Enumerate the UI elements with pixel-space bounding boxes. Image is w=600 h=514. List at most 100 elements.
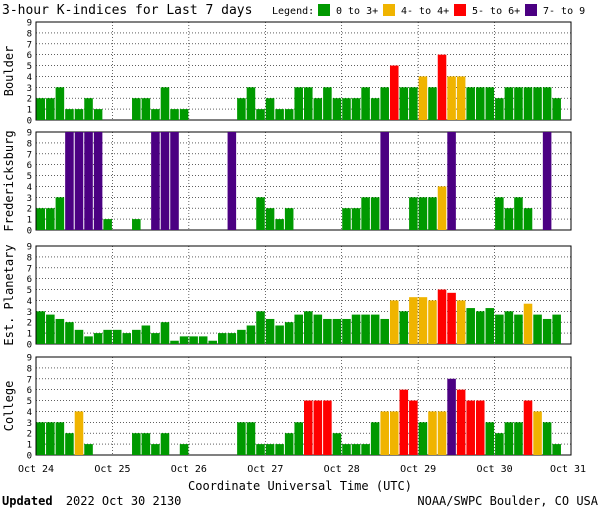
- y-tick-label: 9: [27, 19, 32, 29]
- k-bar: [323, 400, 332, 455]
- k-bar: [218, 333, 227, 344]
- k-bar: [323, 318, 332, 344]
- y-tick-label: 3: [27, 419, 32, 429]
- k-bar: [447, 76, 456, 120]
- k-bar: [361, 314, 370, 344]
- k-bar: [284, 208, 294, 230]
- footer-updated: Updated 2022 Oct 30 2130: [2, 494, 181, 508]
- k-bar: [485, 87, 495, 120]
- k-bar: [466, 400, 475, 455]
- y-tick-label: 5: [27, 286, 32, 296]
- k-bar: [399, 389, 409, 455]
- k-bar: [84, 336, 93, 344]
- k-bar: [304, 311, 313, 344]
- k-bar: [237, 422, 246, 455]
- x-tick-label: Oct 24: [18, 464, 54, 475]
- k-bar: [514, 87, 523, 120]
- k-bar: [523, 87, 533, 120]
- k-bar: [189, 336, 198, 344]
- k-bar: [132, 433, 141, 455]
- k-bar: [323, 87, 332, 120]
- k-bar: [332, 318, 342, 344]
- k-bar: [256, 311, 265, 344]
- k-bar: [370, 197, 380, 230]
- k-bar: [342, 98, 351, 120]
- k-bar: [46, 314, 55, 344]
- legend-item-active: 4- to 4+: [401, 6, 449, 17]
- k-bar: [265, 444, 275, 455]
- k-bar: [275, 219, 284, 230]
- k-bar: [65, 322, 74, 344]
- k-bar: [370, 98, 380, 120]
- k-bar: [495, 197, 504, 230]
- k-bar: [55, 422, 65, 455]
- k-bar: [160, 87, 170, 120]
- k-bar: [313, 314, 323, 344]
- k-bar: [380, 411, 389, 455]
- k-bar: [456, 300, 466, 344]
- k-bar: [55, 197, 65, 230]
- y-tick-label: 9: [27, 243, 32, 253]
- k-bar: [552, 98, 561, 120]
- k-bar: [227, 132, 237, 230]
- k-bar: [256, 197, 265, 230]
- k-bar: [74, 132, 84, 230]
- k-bar: [542, 132, 552, 230]
- k-bar: [361, 87, 370, 120]
- y-tick-label: 5: [27, 62, 32, 72]
- k-bar: [475, 311, 485, 344]
- k-bar: [256, 444, 265, 455]
- y-tick-label: 2: [27, 205, 32, 215]
- k-bar: [437, 54, 447, 120]
- k-bar: [237, 329, 246, 344]
- k-bar: [65, 132, 74, 230]
- k-bar: [495, 314, 504, 344]
- y-tick-label: 1: [27, 330, 32, 340]
- k-bar: [466, 308, 475, 344]
- k-bar: [256, 109, 265, 120]
- k-bar: [36, 98, 46, 120]
- k-bar: [428, 300, 437, 344]
- k-bar: [84, 98, 93, 120]
- k-bar: [332, 433, 342, 455]
- y-tick-label: 6: [27, 51, 32, 61]
- y-tick-label: 6: [27, 275, 32, 285]
- k-bar: [227, 333, 237, 344]
- k-bar: [332, 98, 342, 120]
- k-bar: [351, 208, 361, 230]
- y-tick-label: 0: [27, 227, 32, 237]
- k-bar: [380, 87, 389, 120]
- k-bar: [418, 297, 428, 344]
- k-bar: [36, 311, 46, 344]
- k-bar: [475, 400, 485, 455]
- x-tick-label: Oct 30: [477, 464, 513, 475]
- k-bar: [141, 325, 151, 344]
- k-bar: [160, 132, 170, 230]
- k-bar: [103, 219, 112, 230]
- k-bar: [284, 109, 294, 120]
- k-bar: [523, 303, 533, 344]
- k-bar: [265, 208, 275, 230]
- k-bar: [294, 422, 303, 455]
- y-tick-label: 3: [27, 84, 32, 94]
- legend-swatch-quiet: [318, 4, 330, 16]
- y-tick-label: 6: [27, 386, 32, 396]
- k-bar: [246, 325, 256, 344]
- station-label: Boulder: [2, 46, 16, 97]
- k-bar: [495, 433, 504, 455]
- k-bar: [151, 109, 160, 120]
- k-bar: [284, 322, 294, 344]
- legend-item-quiet: 0 to 3+: [336, 6, 378, 17]
- x-tick-label: Oct 25: [94, 464, 130, 475]
- k-bar: [93, 333, 103, 344]
- k-bar: [466, 87, 475, 120]
- k-bar: [456, 389, 466, 455]
- x-axis-label: Coordinate Universal Time (UTC): [188, 479, 412, 493]
- k-bar: [170, 109, 179, 120]
- k-bar: [485, 422, 495, 455]
- k-bar: [46, 98, 55, 120]
- k-bar: [179, 109, 189, 120]
- k-bar: [342, 318, 351, 344]
- k-bar: [122, 333, 132, 344]
